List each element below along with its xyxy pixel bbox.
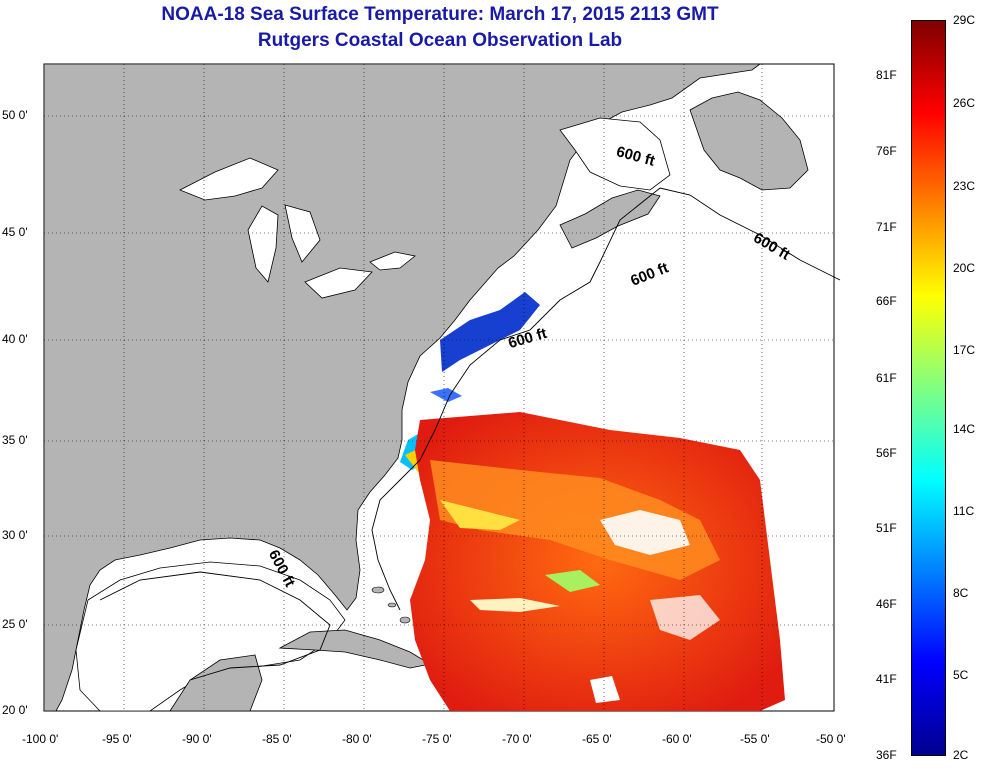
landmass-nova-scotia xyxy=(559,189,661,249)
latitude-label: 40 0' xyxy=(2,332,28,346)
map-subtitle: Rutgers Coastal Ocean Observation Lab xyxy=(257,30,623,51)
bahamas-islands xyxy=(371,586,411,624)
colorbar-f-label: 46F xyxy=(876,597,897,611)
latitude-label: 30 0' xyxy=(2,528,28,542)
longitude-label: -100 0' xyxy=(22,732,59,746)
depth-contour-gulf xyxy=(99,571,331,681)
longitude-label: -90 0' xyxy=(182,732,212,746)
colorbar-f-label: 61F xyxy=(876,371,897,385)
colorbar-c-label: 17C xyxy=(953,343,976,357)
longitude-label: -95 0' xyxy=(102,732,132,746)
colorbar-c-label: 2C xyxy=(953,748,969,762)
map-title: NOAA-18 Sea Surface Temperature: March 1… xyxy=(161,4,719,25)
landmass-newfoundland xyxy=(689,91,809,191)
colorbar-f-label: 36F xyxy=(876,748,897,762)
great-lakes xyxy=(179,157,416,299)
longitude-label: -85 0' xyxy=(262,732,292,746)
sst-data-layer xyxy=(400,292,785,711)
latitude-label: 20 0' xyxy=(2,703,28,717)
colorbar-c-label: 8C xyxy=(953,586,969,600)
colorbar-c-label: 5C xyxy=(953,668,969,682)
longitude-label: -70 0' xyxy=(502,732,532,746)
colorbar-c-label: 14C xyxy=(953,422,976,436)
longitude-label: -65 0' xyxy=(582,732,612,746)
depth-contour-600ft xyxy=(371,187,841,611)
colorbar-f-label: 71F xyxy=(876,220,897,234)
longitude-label: -80 0' xyxy=(342,732,372,746)
latitude-label: 50 0' xyxy=(2,108,28,122)
gulf-of-st-lawrence xyxy=(559,117,671,191)
longitude-label: -75 0' xyxy=(422,732,452,746)
colorbar-f-label: 41F xyxy=(876,672,897,686)
colorbar-f-label: 76F xyxy=(876,144,897,158)
colorbar-f-label: 56F xyxy=(876,446,897,460)
colorbar-c-label: 11C xyxy=(953,504,975,518)
latitude-label: 45 0' xyxy=(2,225,28,239)
sst-map xyxy=(43,63,841,712)
colorbar-gradient xyxy=(912,21,945,755)
longitude-label: -60 0' xyxy=(662,732,692,746)
longitude-label: -55 0' xyxy=(740,732,770,746)
colorbar-f-label: 66F xyxy=(876,294,897,308)
colorbar-f-label: 51F xyxy=(876,521,897,535)
colorbar-c-label: 26C xyxy=(953,96,976,110)
longitude-label: -50 0' xyxy=(816,732,846,746)
colorbar xyxy=(911,20,946,756)
colorbar-c-label: 23C xyxy=(953,179,976,193)
latitude-label: 25 0' xyxy=(2,617,28,631)
colorbar-c-label: 20C xyxy=(953,261,976,275)
latitude-label: 35 0' xyxy=(2,433,28,447)
colorbar-f-label: 81F xyxy=(876,68,897,82)
colorbar-c-label: 29C xyxy=(953,13,976,27)
